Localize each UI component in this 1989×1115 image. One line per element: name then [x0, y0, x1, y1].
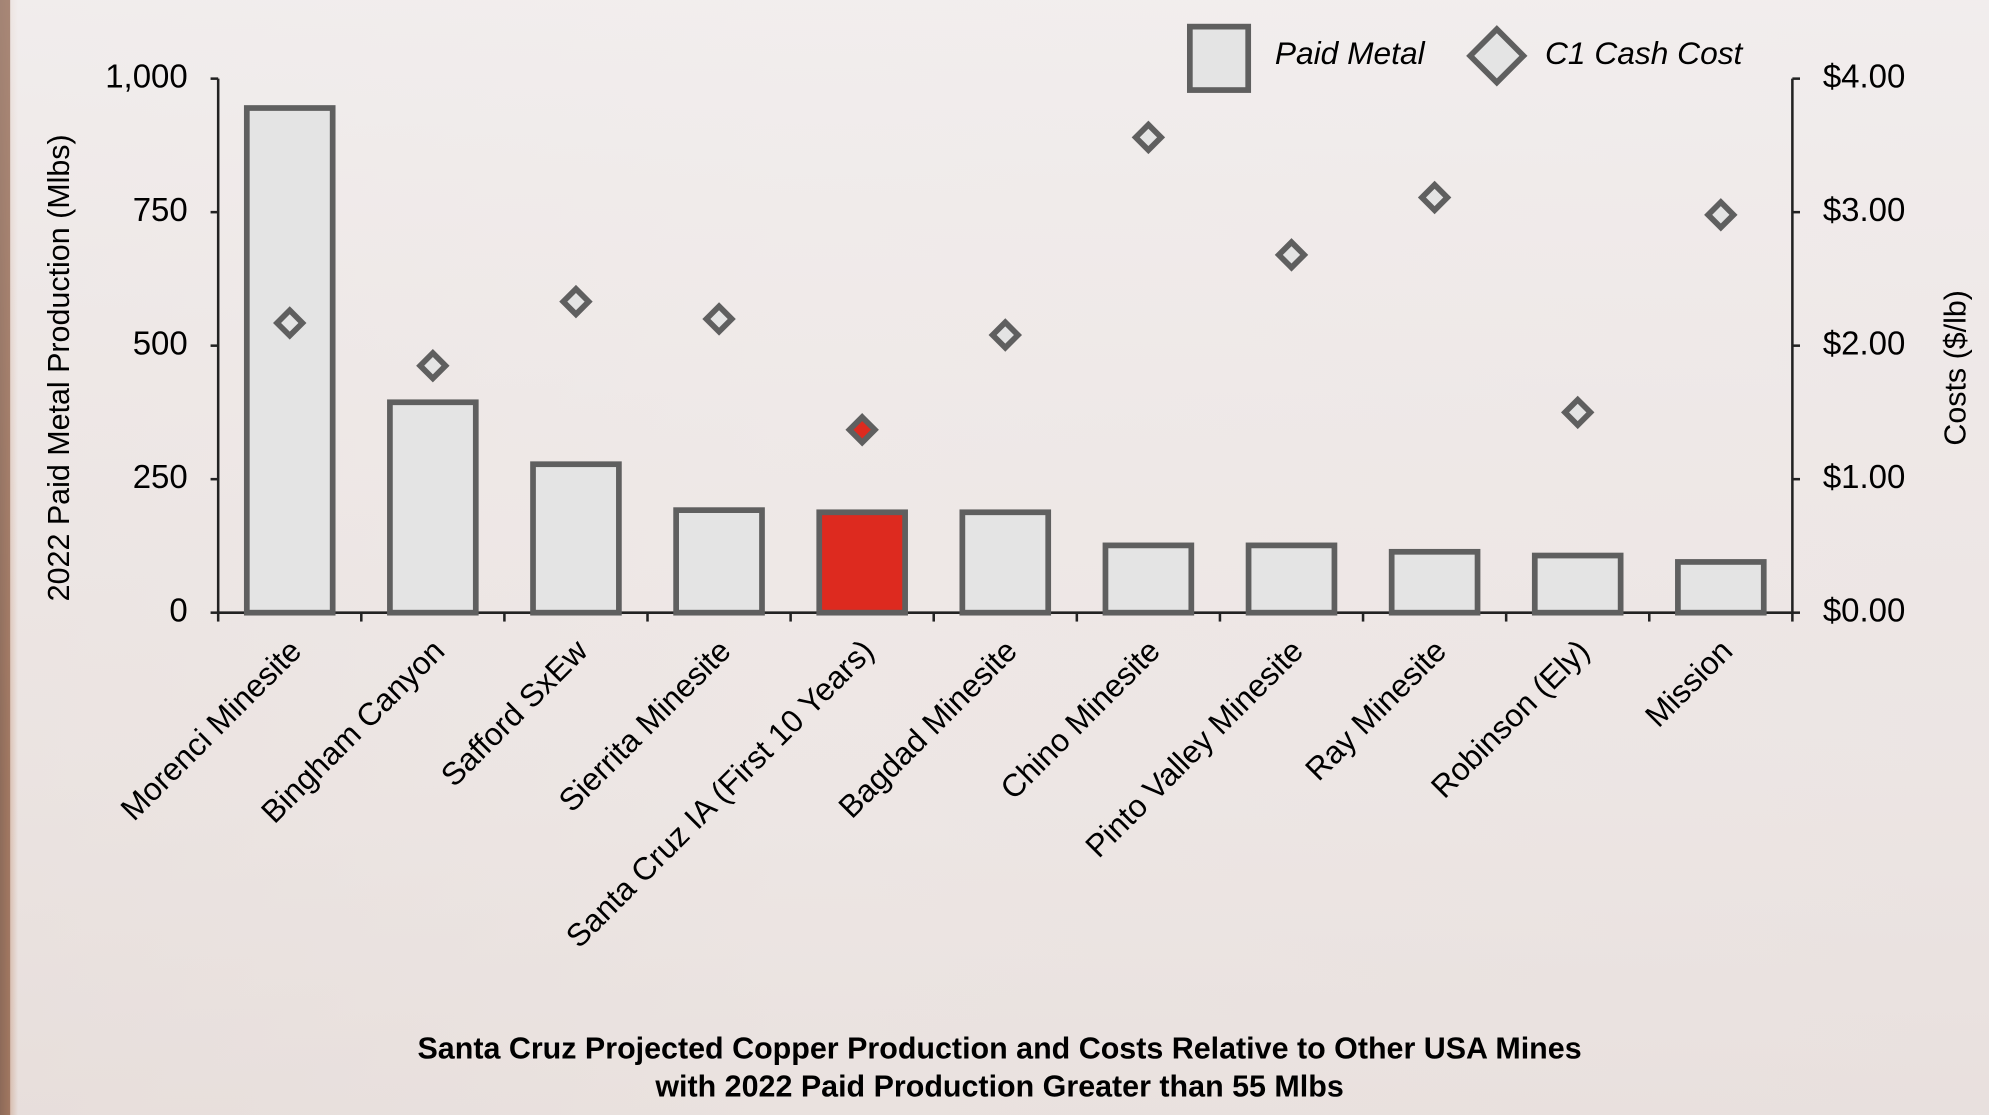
- marker: [1274, 238, 1309, 272]
- marker: [1704, 198, 1738, 232]
- y-tick-label: 250: [133, 458, 188, 495]
- marker: [845, 413, 879, 447]
- marker: [1560, 395, 1595, 430]
- y2-tick-label: $1.00: [1823, 458, 1906, 495]
- marker: [1417, 180, 1452, 215]
- y2-tick-label: $3.00: [1823, 191, 1906, 228]
- bar: [530, 461, 622, 616]
- chart-title: Santa Cruz Projected Copper Production a…: [418, 1031, 1582, 1065]
- y-axis-title: 2022 Paid Metal Production (Mlbs): [42, 134, 76, 601]
- bar: [1531, 552, 1624, 616]
- marker: [559, 284, 593, 319]
- y-tick-label: 500: [133, 324, 188, 361]
- y2-axis-title: Costs ($/lb): [1938, 290, 1972, 446]
- marker: [988, 318, 1023, 352]
- y-tick-label: 0: [169, 591, 187, 628]
- legend-swatch: [1466, 25, 1528, 87]
- y-tick-label: 750: [133, 191, 188, 228]
- marker: [273, 306, 307, 340]
- bar: [387, 399, 479, 616]
- chart-title: with 2022 Paid Production Greater than 5…: [654, 1069, 1343, 1103]
- bar: [959, 509, 1052, 616]
- bar: [673, 507, 765, 616]
- bar: [1245, 542, 1338, 616]
- bar: [1388, 548, 1481, 616]
- bar: [816, 509, 908, 616]
- bar: [1102, 542, 1195, 616]
- marker: [1131, 120, 1166, 155]
- legend-swatch: [1186, 23, 1252, 93]
- y2-tick-label: $4.00: [1823, 57, 1906, 94]
- legend-label: Paid Metal: [1275, 35, 1426, 71]
- bar: [243, 105, 336, 616]
- edge-shade: [0, 0, 11, 1115]
- y-tick-label: 1,000: [105, 57, 188, 94]
- bar: [1675, 559, 1767, 616]
- marker: [416, 348, 450, 383]
- y2-tick-label: $0.00: [1823, 591, 1906, 628]
- legend-label: C1 Cash Cost: [1545, 35, 1744, 71]
- y2-tick-label: $2.00: [1823, 324, 1906, 361]
- marker: [702, 302, 736, 336]
